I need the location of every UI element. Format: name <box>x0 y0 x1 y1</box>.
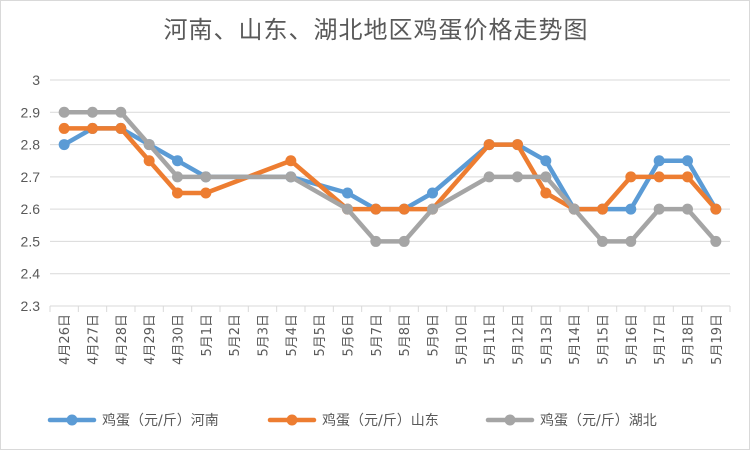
x-tick-label: 5月4日 <box>285 314 300 357</box>
x-tick-label: 4月26日 <box>58 314 73 365</box>
data-point <box>143 155 155 167</box>
data-point <box>370 235 382 247</box>
x-tick-label: 5月7日 <box>370 314 385 357</box>
x-tick-label: 4月30日 <box>172 314 187 365</box>
data-point <box>653 203 665 215</box>
y-tick-label: 2.8 <box>21 137 41 153</box>
data-point <box>512 139 523 151</box>
x-tick-label: 5月9日 <box>427 314 442 357</box>
x-axis-ticks: 4月26日 4月27日 4月28日 4月29日 4月30日 5月1日 5月2日 5月3日 5月4… <box>49 306 731 365</box>
legend-marker <box>286 414 298 426</box>
data-point <box>427 187 438 199</box>
data-point <box>682 203 693 215</box>
data-point <box>568 203 580 215</box>
legend-label: 鸡蛋（元/斤）河南 <box>102 412 219 429</box>
data-point <box>625 235 637 247</box>
data-point <box>625 203 637 215</box>
data-point <box>87 106 98 118</box>
data-point <box>115 106 127 118</box>
data-point <box>512 171 523 183</box>
data-point <box>172 155 183 167</box>
data-point <box>483 139 495 151</box>
x-tick-label: 4月28日 <box>115 314 130 365</box>
series-group <box>58 122 722 215</box>
x-tick-label: 5月18日 <box>682 314 697 365</box>
data-point <box>87 122 98 134</box>
legend-marker <box>66 414 78 426</box>
data-point <box>200 187 212 199</box>
y-axis-ticks: 2.3 2.4 2.5 2.6 2.7 2.8 2.9 3 <box>21 72 41 314</box>
data-point <box>58 122 70 134</box>
data-point <box>58 106 70 118</box>
x-tick-label: 5月12日 <box>512 314 527 365</box>
data-point <box>540 187 552 199</box>
data-point <box>597 203 608 215</box>
data-point <box>653 171 665 183</box>
y-tick-label: 3 <box>32 72 40 88</box>
x-tick-label: 4月27日 <box>87 314 102 365</box>
x-tick-label: 5月8日 <box>398 314 413 357</box>
x-tick-label: 5月6日 <box>342 314 357 357</box>
data-point <box>200 171 212 183</box>
data-point <box>625 171 637 183</box>
series-line <box>61 126 719 212</box>
data-point <box>342 187 353 199</box>
y-tick-label: 2.7 <box>21 169 41 185</box>
y-tick-label: 2.9 <box>21 104 41 120</box>
data-point <box>398 235 410 247</box>
legend-label: 鸡蛋（元/斤）湖北 <box>540 412 657 429</box>
x-tick-label: 4月29日 <box>143 314 158 365</box>
series-group <box>58 106 722 247</box>
x-tick-label: 5月16日 <box>625 314 640 365</box>
data-point <box>285 171 297 183</box>
gridlines <box>50 79 730 307</box>
x-tick-label: 5月11日 <box>483 314 498 365</box>
data-point <box>172 187 183 199</box>
data-point <box>58 139 70 151</box>
data-point <box>540 155 552 167</box>
chart-title: 河南、山东、湖北地区鸡蛋价格走势图 <box>163 16 589 44</box>
data-point <box>285 155 297 167</box>
x-tick-label: 5月3日 <box>257 314 272 357</box>
data-point <box>653 155 665 167</box>
x-tick-label: 5月13日 <box>540 314 555 365</box>
x-tick-label: 5月10日 <box>455 314 470 365</box>
data-point <box>143 139 155 151</box>
x-tick-label: 5月14日 <box>568 314 583 365</box>
y-tick-label: 2.3 <box>21 298 41 314</box>
x-tick-label: 5月5日 <box>313 314 328 357</box>
x-tick-label: 5月19日 <box>710 314 725 365</box>
y-tick-label: 2.4 <box>21 266 41 282</box>
data-point <box>682 171 693 183</box>
data-point <box>540 171 552 183</box>
data-point <box>342 203 353 215</box>
data-point <box>370 203 382 215</box>
data-point <box>483 171 495 183</box>
x-tick-label: 5月15日 <box>597 314 612 365</box>
y-tick-label: 2.5 <box>21 233 41 249</box>
data-point <box>172 171 183 183</box>
x-tick-label: 5月17日 <box>653 314 668 365</box>
data-point <box>710 235 722 247</box>
series-layer <box>58 106 722 247</box>
data-point <box>710 203 722 215</box>
legend-marker <box>504 414 516 426</box>
x-tick-label: 5月2日 <box>228 314 243 357</box>
data-point <box>427 203 438 215</box>
data-point <box>398 203 410 215</box>
data-point <box>597 235 608 247</box>
legend: 鸡蛋（元/斤）河南 鸡蛋（元/斤）山东 鸡蛋（元/斤）湖北 <box>47 412 657 429</box>
data-point <box>682 155 693 167</box>
legend-label: 鸡蛋（元/斤）山东 <box>322 412 439 429</box>
x-tick-label: 5月1日 <box>200 314 215 357</box>
data-point <box>115 122 127 134</box>
y-tick-label: 2.6 <box>21 201 41 217</box>
series-line <box>61 126 719 212</box>
